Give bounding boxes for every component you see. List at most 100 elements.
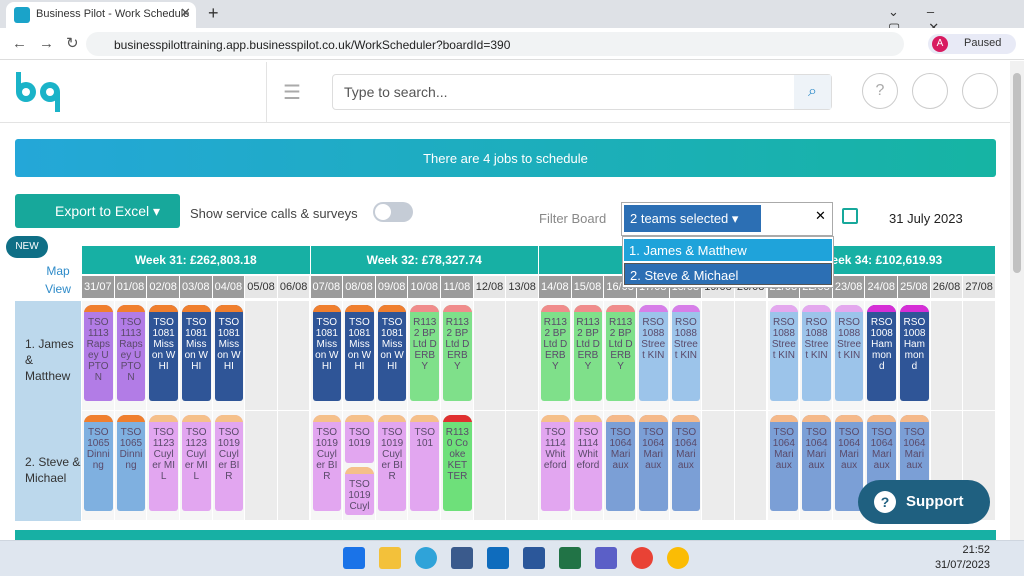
card-text: R1132 BP Ltd DERBY <box>543 317 568 372</box>
job-card[interactable]: RSO 1088 Street KIN <box>802 305 831 401</box>
card-status-bar <box>606 305 635 312</box>
user-button[interactable] <box>912 73 948 109</box>
job-card[interactable]: RSO 1088 Street KIN <box>671 305 701 401</box>
new-tab[interactable]: + <box>208 3 219 23</box>
job-card[interactable]: TSO 1113 Rapsey UPTON <box>116 305 146 401</box>
job-card[interactable]: TSO 1123 Cuyler MIL <box>181 415 211 511</box>
job-card[interactable]: TSO 1113 Rapsey UPTON <box>84 305 113 401</box>
help-button[interactable]: ? <box>862 73 898 109</box>
card-text: TSO 1064 Mariaux <box>674 427 697 471</box>
menu-icon[interactable]: ☰ <box>283 82 301 104</box>
job-card[interactable]: TSO 1065 Dinning <box>84 415 113 511</box>
day-header: 14/08 <box>539 276 572 298</box>
job-card[interactable]: RSO 1088 Street KIN <box>638 305 668 401</box>
support-text: Support <box>906 493 964 510</box>
card-text: TSO 1064 Mariaux <box>870 427 893 471</box>
job-card[interactable]: TSO 1019 Cuyler BIR <box>312 415 342 511</box>
job-card[interactable]: R1132 BP Ltd DERBY <box>410 305 440 401</box>
app-icon[interactable] <box>631 547 653 569</box>
search-placeholder: Type to search... <box>344 84 448 100</box>
card-status-bar <box>671 305 701 312</box>
job-card[interactable]: TSO 1064 Mariaux <box>606 415 635 511</box>
job-card[interactable]: TSO 1064 Mariaux <box>802 415 831 511</box>
job-card[interactable]: R1132 BP Ltd DERBY <box>606 305 635 401</box>
job-card[interactable]: TSO 1081 Misson WHI <box>149 305 178 401</box>
card-status-bar <box>834 305 864 312</box>
app-icon[interactable] <box>379 547 401 569</box>
notifications-button[interactable] <box>962 73 998 109</box>
support-icon: ? <box>874 491 896 513</box>
export-label: Export to Excel <box>55 203 150 219</box>
card-status-bar <box>802 415 831 422</box>
app-icon[interactable] <box>487 547 509 569</box>
day-cell <box>506 411 539 521</box>
clear-select[interactable]: ✕ <box>815 208 826 223</box>
address-bar[interactable] <box>86 32 904 56</box>
day-header: 10/08 <box>408 276 442 298</box>
job-card[interactable]: TSO 1081 Misson WHI <box>377 305 407 401</box>
job-card[interactable]: TSO 1019 <box>345 415 374 463</box>
job-card[interactable]: TSO 1081 Misson WHI <box>214 305 244 401</box>
search-button[interactable]: ⌕ <box>794 75 831 109</box>
job-card[interactable]: RSO 1088 Street KIN <box>769 305 799 401</box>
toggle[interactable] <box>373 202 413 222</box>
card-text: RSO 1088 Street KIN <box>771 317 796 361</box>
job-card[interactable]: TSO 101 <box>410 415 440 511</box>
job-card[interactable]: TSO 1081 Misson WHI <box>181 305 211 401</box>
app-icon[interactable] <box>523 547 545 569</box>
job-card[interactable]: R1132 BP Ltd DERBY <box>541 305 570 401</box>
date-display: 31 July 2023 <box>889 211 963 226</box>
card-status-bar <box>638 305 668 312</box>
app-icon[interactable] <box>559 547 581 569</box>
profile-status[interactable]: Paused <box>928 34 1016 54</box>
nav-buttons[interactable]: ←→↻ <box>12 35 91 52</box>
day-cell <box>277 411 311 521</box>
job-card[interactable]: RSO 1088 Street KIN <box>834 305 864 401</box>
map-view-link[interactable]: Map View <box>45 264 71 296</box>
job-card[interactable]: R1132 BP Ltd DERBY <box>443 305 472 401</box>
card-status-bar <box>345 467 374 474</box>
export-button[interactable]: Export to Excel ▾ <box>15 194 180 228</box>
scrollbar[interactable] <box>1010 61 1024 540</box>
card-text: TSO 1064 Mariaux <box>805 427 828 471</box>
app-icon[interactable] <box>667 547 689 569</box>
job-card[interactable]: RSO 1008 Hammond <box>900 305 929 401</box>
tab[interactable] <box>6 2 196 28</box>
job-card[interactable]: RSO 1008 Hammond <box>867 305 897 401</box>
card-status-bar <box>900 305 929 312</box>
job-card[interactable]: TSO 1123 Cuyler MIL <box>149 415 178 511</box>
calendar-icon[interactable] <box>842 208 858 224</box>
job-card[interactable]: TSO 1114 Whiteford <box>573 415 603 511</box>
start-button[interactable] <box>343 547 365 569</box>
job-card[interactable]: TSO 1064 Mariaux <box>638 415 668 511</box>
app-icon[interactable] <box>595 547 617 569</box>
card-text: R1132 BP Ltd DERBY <box>445 317 470 372</box>
job-card[interactable]: TSO 1019 Cuyler BIR <box>214 415 244 511</box>
support-button[interactable]: Support <box>858 480 990 524</box>
job-card[interactable]: TSO 1064 Mariaux <box>671 415 701 511</box>
clock-time: 21:52 <box>962 544 990 556</box>
job-card[interactable]: TSO 1019 Cuyl <box>345 467 374 515</box>
jobs-banner[interactable]: There are 4 jobs to schedule <box>15 139 996 177</box>
card-status-bar <box>410 305 440 312</box>
search-box[interactable] <box>332 74 832 110</box>
job-card[interactable]: TSO 1081 Misson WHI <box>312 305 342 401</box>
app-icon[interactable] <box>451 547 473 569</box>
card-status-bar <box>312 305 342 312</box>
job-card[interactable]: TSO 1065 Dinning <box>116 415 146 511</box>
app-icon[interactable] <box>415 547 437 569</box>
job-card[interactable]: TSO 1114 Whiteford <box>541 415 570 511</box>
dropdown-option[interactable]: 1. James & Matthew <box>624 239 832 261</box>
job-card[interactable]: TSO 1019 Cuyler BIR <box>377 415 407 511</box>
job-card[interactable]: R1130 Cooke KETTER <box>443 415 472 511</box>
card-text: TSO 1019 Cuyl <box>348 479 371 512</box>
job-card[interactable]: R1132 BP Ltd DERBY <box>573 305 603 401</box>
tab-close[interactable]: ✕ <box>180 5 191 20</box>
day-cell <box>963 301 996 411</box>
job-card[interactable]: TSO 1064 Mariaux <box>769 415 799 511</box>
dropdown-option[interactable]: 2. Steve & Michael <box>624 263 832 285</box>
card-status-bar <box>312 415 342 422</box>
card-text: RSO 1088 Street KIN <box>641 317 666 361</box>
job-card[interactable]: TSO 1081 Misson WHI <box>345 305 374 401</box>
card-status-bar <box>345 305 374 312</box>
